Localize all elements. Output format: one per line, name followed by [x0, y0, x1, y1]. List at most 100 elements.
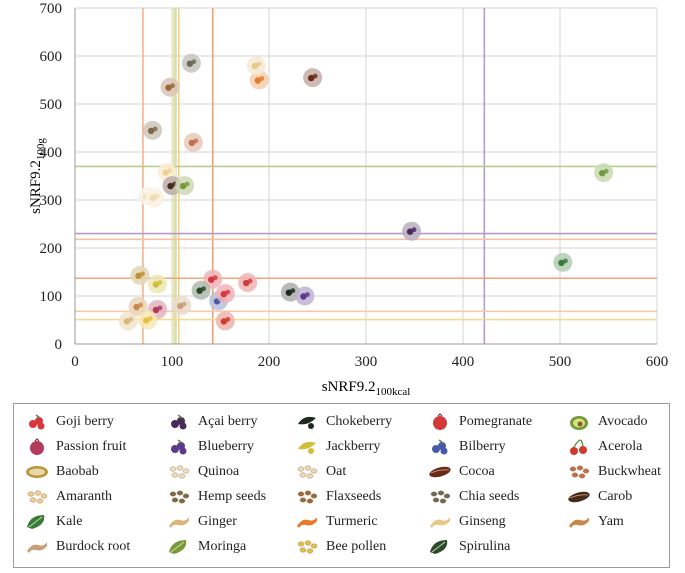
legend-label: Baobab [56, 464, 99, 479]
legend-label: Burdock root [56, 539, 131, 554]
berry-cluster-icon [427, 437, 453, 457]
data-point-jackberry [147, 274, 167, 294]
point-core [154, 193, 160, 199]
x-axis-title-main: sNRF9.2 [322, 379, 376, 395]
seeds-icon [294, 462, 320, 482]
legend-item-hemp-seeds: Hemp seeds [166, 486, 266, 508]
y-tick-label: 700 [40, 1, 63, 17]
point-core [181, 301, 187, 307]
point-core [143, 317, 150, 324]
data-point-oat [145, 188, 165, 208]
x-tick-label: 400 [452, 354, 475, 370]
point-core [254, 77, 261, 84]
y-tick-label: 100 [40, 289, 63, 305]
point-core [603, 168, 609, 174]
y-axis-title-main: sNRF9.2 [28, 160, 44, 214]
axes [74, 8, 657, 345]
legend-item-baobab: Baobab [24, 461, 99, 483]
legend-label: Blueberry [198, 439, 254, 454]
legend-item-buckwheat: Buckwheat [566, 461, 661, 483]
round-fruit-icon [24, 437, 50, 457]
round-fruit-icon [427, 412, 453, 432]
reference-lines [75, 8, 657, 344]
data-point-pomegranate [238, 273, 258, 293]
x-axis-title-sub: 100kcal [375, 386, 410, 398]
data-point-moringa [175, 176, 195, 196]
legend-item-ginger: Ginger [166, 511, 237, 533]
legend-item-spirulina: Spirulina [427, 536, 510, 558]
data-point-burdock-root [172, 296, 192, 316]
legend-label: Turmeric [326, 514, 378, 529]
point-core [220, 318, 228, 325]
legend-label: Amaranth [56, 489, 112, 504]
legend-label: Bee pollen [326, 539, 387, 554]
data-points [118, 53, 614, 331]
berry-cluster-icon [166, 412, 192, 432]
y-tick-label: 500 [40, 97, 63, 113]
point-core [201, 286, 207, 292]
legend-item-ginseng: Ginseng [427, 511, 506, 533]
point-core [165, 84, 172, 91]
bean-icon [427, 462, 453, 482]
data-point-goji-berry [215, 284, 235, 304]
leaf-icon [24, 512, 50, 532]
avocado-icon [566, 412, 592, 432]
legend-item-carob: Carob [566, 486, 632, 508]
data-point-flaxseeds [160, 77, 180, 97]
seeds-icon [166, 487, 192, 507]
y-tick-label: 0 [55, 337, 63, 353]
legend-label: Flaxseeds [326, 489, 382, 504]
root-icon [427, 512, 453, 532]
legend-item-acai-berry: Açai berry [166, 411, 257, 433]
data-point-chia-seeds [181, 53, 201, 73]
point-core [152, 281, 160, 288]
point-core [304, 292, 310, 297]
point-core [406, 228, 414, 235]
legend-label: Chia seeds [459, 489, 520, 504]
point-core [242, 279, 250, 287]
seeds-icon [24, 487, 50, 507]
legend-item-quinoa: Quinoa [166, 461, 239, 483]
legend-item-burdock-root: Burdock root [24, 536, 130, 558]
legend-label: Oat [326, 464, 347, 479]
legend-label: Moringa [198, 539, 247, 554]
point-core [411, 227, 417, 233]
root-icon [24, 537, 50, 557]
point-core [251, 62, 259, 70]
legend-item-cocoa: Cocoa [427, 461, 495, 483]
seeds-icon [427, 487, 453, 507]
leaf-icon [166, 537, 192, 557]
point-core [247, 278, 253, 284]
data-point-avocado [594, 163, 614, 183]
legend-label: Passion fruit [56, 439, 127, 454]
data-point-kale [553, 252, 573, 272]
data-point-blueberry [295, 286, 315, 306]
point-core [170, 83, 175, 89]
x-tick-label: 100 [161, 354, 184, 370]
point-core [256, 61, 262, 67]
root-icon [566, 512, 592, 532]
point-core [177, 302, 184, 310]
data-point-baobab [130, 265, 150, 285]
legend-label: Avocado [598, 414, 648, 429]
point-core [162, 169, 169, 176]
point-core [152, 306, 160, 314]
point-core [147, 316, 153, 321]
y-tick-label: 300 [40, 193, 63, 209]
point-core [133, 303, 140, 311]
point-core [193, 138, 199, 144]
legend-label: Goji berry [56, 414, 114, 429]
point-core [191, 59, 197, 65]
legend-item-passion-fruit: Passion fruit [24, 436, 126, 458]
legend-label: Spirulina [459, 539, 511, 554]
data-point-buckwheat [183, 132, 203, 152]
legend-item-kale: Kale [24, 511, 82, 533]
point-core [220, 290, 228, 298]
y-tick-label: 400 [40, 145, 63, 161]
grid-lines [75, 7, 658, 344]
legend-label: Hemp seeds [198, 489, 267, 504]
legend-item-chokeberry: Chokeberry [294, 411, 392, 433]
legend: Goji berry Açai berry Chokeberry Pomegranat… [13, 403, 670, 568]
legend-item-goji-berry: Goji berry [24, 411, 114, 433]
point-core [188, 139, 196, 147]
